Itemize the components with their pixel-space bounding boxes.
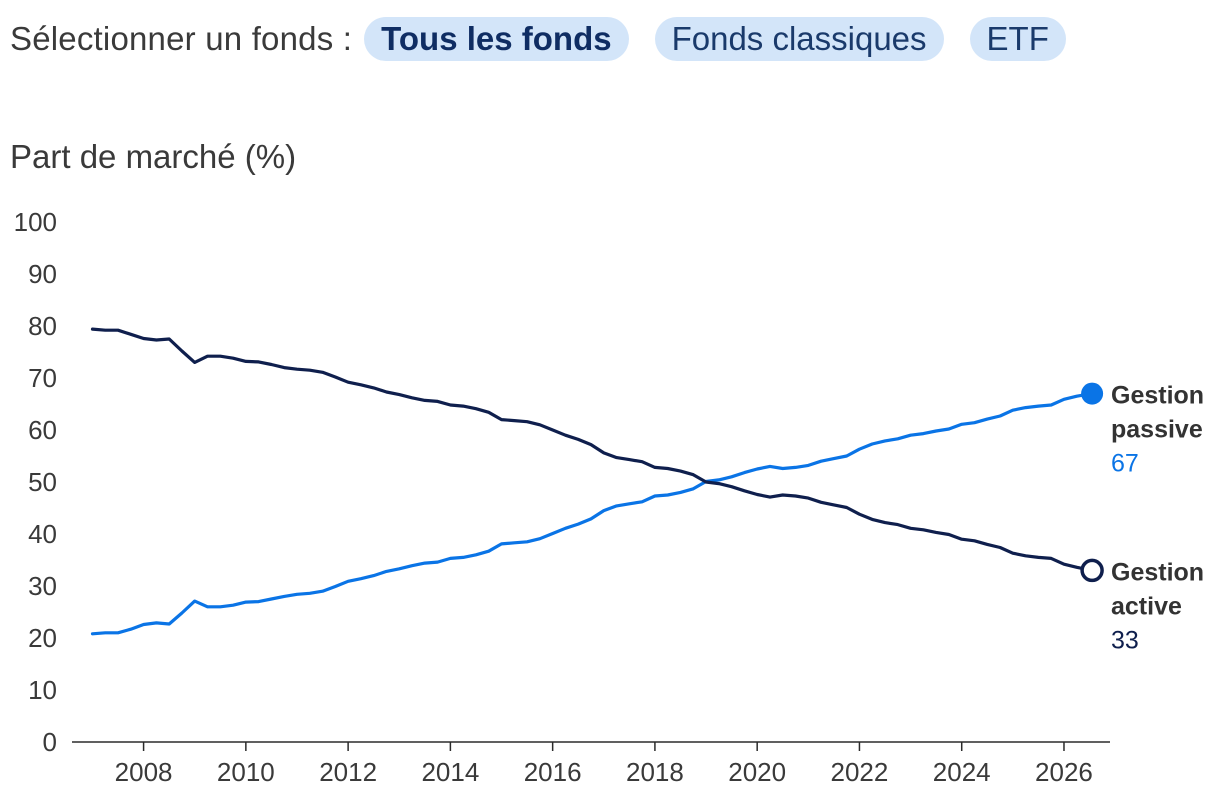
x-tick-label: 2008 <box>115 757 173 787</box>
fund-filter-label: Sélectionner un fonds : <box>10 20 353 57</box>
y-tick-label: 30 <box>28 571 57 601</box>
series-label: active <box>1111 592 1182 620</box>
series-line-active <box>90 327 1094 572</box>
series-label: Gestion <box>1111 558 1204 586</box>
fund-filter-bar: Sélectionner un fonds : Tous les fonds F… <box>10 16 1092 62</box>
series-label: passive <box>1111 416 1203 444</box>
x-tick-label: 2018 <box>626 757 684 787</box>
y-tick-label: 100 <box>14 207 57 237</box>
filter-pill-classic-funds[interactable]: Fonds classiques <box>654 17 944 61</box>
y-tick-label: 20 <box>28 623 57 653</box>
y-tick-label: 60 <box>28 415 57 445</box>
x-tick-label: 2010 <box>217 757 275 787</box>
x-tick-label: 2012 <box>319 757 377 787</box>
end-marker-passive <box>1081 382 1104 405</box>
filter-pill-etf[interactable]: ETF <box>969 17 1066 61</box>
y-tick-label: 50 <box>28 467 57 497</box>
x-tick-label: 2016 <box>524 757 582 787</box>
y-axis-ticks: 0 10 20 30 40 50 60 70 80 90 100 <box>14 207 57 757</box>
series-line-passive <box>90 392 1094 636</box>
series-end-value: 33 <box>1111 626 1139 654</box>
y-tick-label: 70 <box>28 363 57 393</box>
series-end-value: 67 <box>1111 450 1139 478</box>
x-tick-label: 2026 <box>1035 757 1093 787</box>
x-tick-label: 2014 <box>421 757 479 787</box>
x-tick-label: 2024 <box>933 757 991 787</box>
x-axis-ticks: 2008 2010 2012 2014 2016 2018 2020 2022 2024 2026 <box>115 742 1093 787</box>
end-labels: Gestion passive 67 Gestion active 33 <box>1111 382 1204 655</box>
y-tick-label: 80 <box>28 311 57 341</box>
y-tick-label: 40 <box>28 519 57 549</box>
x-tick-label: 2022 <box>831 757 889 787</box>
end-marker-active <box>1080 558 1104 583</box>
filter-pill-all-funds[interactable]: Tous les fonds <box>364 17 629 61</box>
y-axis-title: Part de marché (%) <box>10 138 297 175</box>
y-tick-label: 10 <box>28 675 57 705</box>
x-tick-label: 2020 <box>728 757 786 787</box>
series-layer <box>90 327 1104 636</box>
series-label: Gestion <box>1111 382 1204 410</box>
y-tick-label: 90 <box>28 259 57 289</box>
y-tick-label: 0 <box>43 727 57 757</box>
